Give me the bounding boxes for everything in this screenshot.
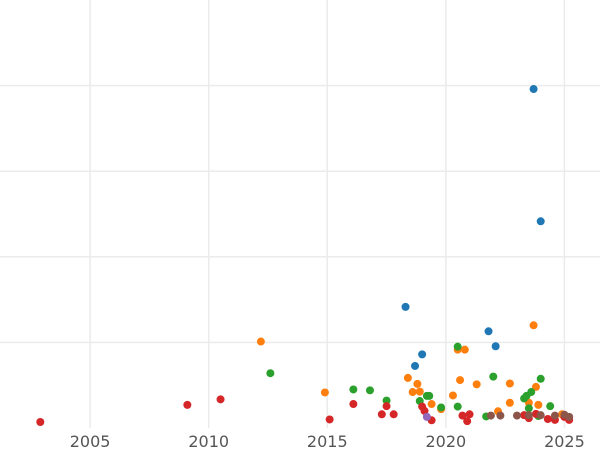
data-point-s5-5	[550, 411, 559, 420]
data-point-s2-8	[425, 391, 434, 400]
data-point-s2-5	[365, 386, 374, 395]
data-point-s5-4	[536, 411, 545, 420]
data-point-s1-0	[256, 337, 265, 346]
data-point-s0-5	[418, 350, 427, 359]
data-point-s2-11	[520, 394, 529, 403]
data-point-s1-19	[408, 388, 417, 397]
data-point-s3-13	[463, 417, 472, 426]
data-point-s3-6	[377, 410, 386, 419]
x-tick-label: 2025	[544, 432, 585, 450]
data-point-s2-16	[524, 404, 533, 413]
data-point-s0-3	[484, 327, 493, 336]
data-point-s0-2	[401, 302, 410, 311]
data-point-s0-4	[491, 342, 500, 351]
data-point-s1-10	[413, 379, 422, 388]
data-point-s2-1	[453, 342, 462, 351]
data-point-s3-5	[382, 402, 391, 411]
data-point-s2-0	[266, 369, 275, 378]
data-point-s4-0	[422, 412, 431, 421]
data-point-s3-9	[420, 406, 429, 415]
data-point-s3-0	[36, 418, 45, 427]
data-point-s1-12	[448, 391, 457, 400]
data-point-s0-0	[529, 85, 538, 94]
plot-background	[0, 0, 600, 428]
data-point-s2-14	[453, 402, 462, 411]
data-point-s5-3	[524, 411, 533, 420]
data-point-s1-16	[534, 400, 543, 409]
x-tick-label: 2010	[188, 432, 229, 450]
data-point-s1-9	[320, 388, 329, 397]
x-tick-label: 2020	[425, 432, 466, 450]
data-point-s1-5	[456, 376, 465, 385]
data-point-s2-13	[437, 403, 446, 412]
data-point-s3-1	[183, 400, 192, 409]
x-tick-label: 2005	[70, 432, 111, 450]
data-point-s3-2	[216, 395, 225, 404]
data-point-s2-6	[382, 396, 391, 405]
data-point-s2-12	[527, 388, 536, 397]
data-point-s0-6	[411, 361, 420, 370]
data-point-s3-12	[465, 410, 474, 419]
data-point-s1-13	[505, 398, 514, 407]
data-point-s5-0	[486, 411, 495, 420]
data-point-s5-2	[512, 411, 521, 420]
data-point-s3-7	[389, 410, 398, 419]
data-point-s2-3	[536, 374, 545, 383]
x-tick-label: 2015	[307, 432, 348, 450]
data-point-s3-11	[458, 411, 467, 420]
data-point-s0-1	[536, 217, 545, 226]
data-point-s3-3	[325, 415, 334, 424]
data-point-s3-4	[349, 400, 358, 409]
data-point-s2-15	[546, 402, 555, 411]
data-point-s1-1	[529, 321, 538, 330]
data-point-s1-11	[415, 387, 424, 396]
data-point-s3-17	[543, 415, 552, 424]
grid-lines	[0, 0, 600, 428]
data-point-s2-4	[349, 385, 358, 394]
data-points	[36, 85, 574, 427]
data-point-s2-2	[489, 372, 498, 381]
data-point-s1-4	[403, 373, 412, 382]
data-point-s5-7	[565, 412, 574, 421]
data-point-s1-3	[460, 345, 469, 354]
data-point-s1-6	[472, 380, 481, 389]
data-point-s1-8	[531, 382, 540, 391]
data-point-s1-15	[427, 400, 436, 409]
data-point-s5-1	[496, 411, 505, 420]
data-point-s1-7	[505, 379, 514, 388]
x-axis-ticks: 2005 2010 2015 2020 2025	[70, 432, 585, 450]
